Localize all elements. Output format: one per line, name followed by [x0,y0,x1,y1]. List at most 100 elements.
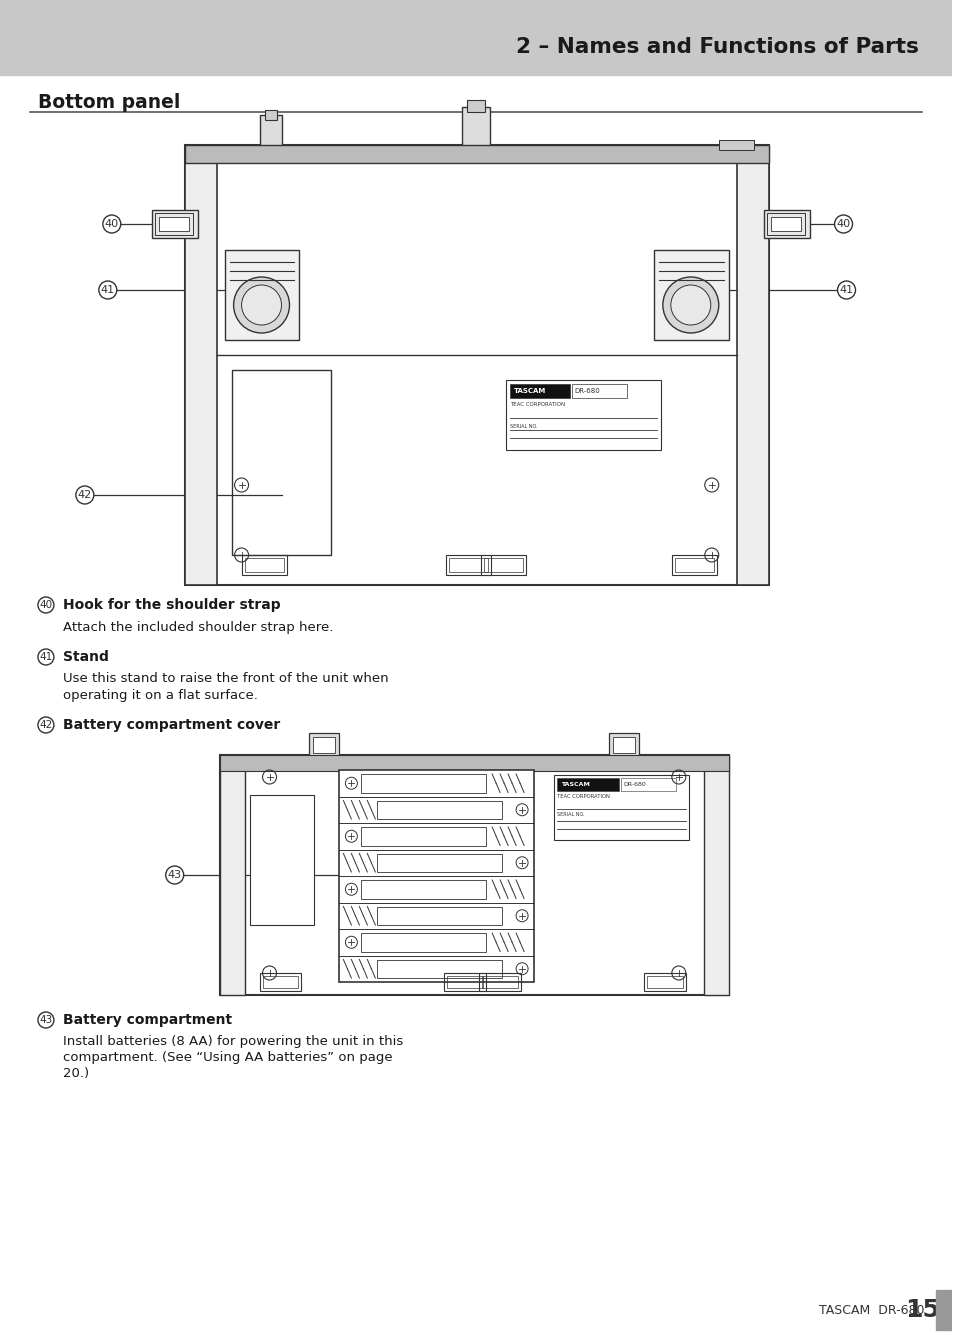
Text: TEAC CORPORATION: TEAC CORPORATION [557,794,609,800]
Bar [703,756,728,995]
Bar [339,770,534,983]
Text: Battery compartment cover: Battery compartment cover [63,718,280,732]
Bar [481,976,517,988]
Bar [557,778,618,792]
Text: 42: 42 [77,490,91,501]
Bar [461,107,490,147]
Bar [478,973,520,991]
Text: 20.): 20.) [63,1068,89,1080]
Bar [718,140,753,150]
Text: TASCAM: TASCAM [514,388,546,394]
Bar [646,976,682,988]
Bar [936,1290,951,1330]
Circle shape [76,486,93,505]
Circle shape [241,284,281,324]
Bar [244,558,283,571]
Bar [643,973,685,991]
Text: DR-680: DR-680 [574,388,599,394]
Bar [444,973,486,991]
Circle shape [38,1012,54,1028]
Bar [377,960,501,979]
Circle shape [662,276,718,332]
Bar [620,778,675,792]
Bar [259,973,301,991]
Bar [674,558,713,571]
Text: 41: 41 [101,284,114,295]
Text: Use this stand to raise the front of the unit when: Use this stand to raise the front of the… [63,673,388,685]
Bar [0,0,951,75]
Bar [262,976,298,988]
Bar [219,756,728,772]
Circle shape [103,215,121,234]
Bar [361,933,486,952]
Text: operating it on a flat surface.: operating it on a flat surface. [63,689,257,701]
Bar [309,733,339,757]
Bar [506,380,660,450]
Bar [608,733,639,757]
Bar [612,737,635,753]
Text: Battery compartment: Battery compartment [63,1013,232,1027]
Text: 40: 40 [39,599,52,610]
Bar [232,370,331,555]
Circle shape [38,717,54,733]
Text: TASCAM  DR-680: TASCAM DR-680 [818,1303,923,1316]
Text: Install batteries (8 AA) for powering the unit in this: Install batteries (8 AA) for powering th… [63,1036,403,1048]
Bar [361,774,486,793]
Bar [185,146,216,585]
Bar [219,756,244,995]
Bar [572,384,626,398]
Circle shape [834,215,852,234]
Text: 41: 41 [839,284,853,295]
Circle shape [233,276,289,332]
Bar [770,218,800,231]
Bar [185,146,768,585]
Bar [259,115,281,147]
Text: SERIAL NO.: SERIAL NO. [510,423,537,429]
Bar [219,756,728,995]
Text: 43: 43 [168,870,182,880]
Bar [224,250,299,340]
Bar [671,555,716,575]
Bar [447,976,482,988]
Text: 42: 42 [39,720,52,730]
Circle shape [837,280,855,299]
Bar [510,384,569,398]
Bar [152,210,197,238]
Text: Stand: Stand [63,650,109,663]
Text: Attach the included shoulder strap here.: Attach the included shoulder strap here. [63,621,333,634]
Circle shape [38,649,54,665]
Circle shape [166,866,184,884]
Bar [377,906,501,925]
Text: 41: 41 [39,651,52,662]
Bar [241,555,286,575]
Bar [314,737,335,753]
Bar [250,796,314,925]
Bar [484,558,522,571]
Text: TEAC CORPORATION: TEAC CORPORATION [510,402,564,407]
Bar [467,100,485,112]
Text: 40: 40 [105,219,119,230]
Bar [766,214,803,235]
Circle shape [670,284,710,324]
Text: Hook for the shoulder strap: Hook for the shoulder strap [63,598,280,611]
Bar [653,250,728,340]
Text: SERIAL NO.: SERIAL NO. [557,813,584,817]
Bar [446,555,491,575]
Text: TASCAM: TASCAM [560,782,589,788]
Bar [264,109,276,120]
Bar [154,214,193,235]
Bar [762,210,809,238]
Text: 43: 43 [39,1015,52,1025]
Bar [361,826,486,845]
Bar [449,558,488,571]
Circle shape [99,280,116,299]
Circle shape [38,597,54,613]
Text: 15: 15 [904,1298,939,1322]
Bar [736,146,768,585]
Text: 2 – Names and Functions of Parts: 2 – Names and Functions of Parts [515,37,918,57]
Bar [158,218,189,231]
Text: 40: 40 [836,219,850,230]
Text: compartment. (See “Using AA batteries” on page: compartment. (See “Using AA batteries” o… [63,1052,392,1064]
Bar [554,776,688,840]
Text: Bottom panel: Bottom panel [38,93,180,112]
